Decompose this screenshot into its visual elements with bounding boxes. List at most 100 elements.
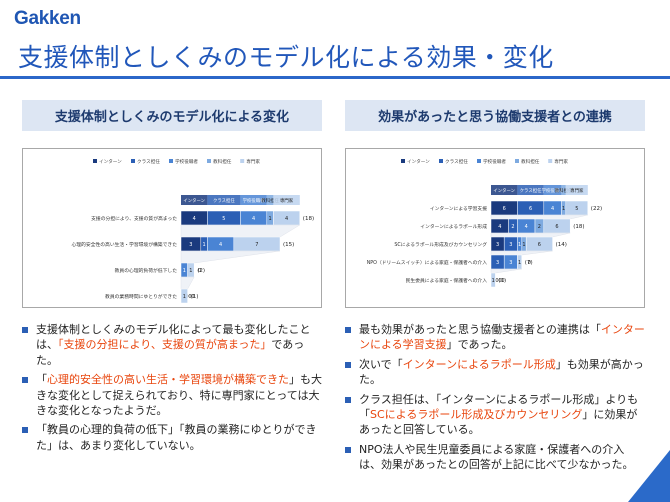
right-category-label-0: インターンによる学習支援: [430, 205, 487, 212]
left-header-cell-2: [240, 195, 267, 205]
left-bullet-2: 「教員の心理的負荷の低下」「教員の業務にゆとりができた」は、あまり変化していない…: [22, 422, 322, 453]
left-value-label-2-2: 1: [183, 268, 186, 274]
right-total-label-1: (18): [573, 224, 584, 230]
left-connector-1: [180, 250, 281, 264]
right-legend-label-3: 教科担任: [521, 158, 540, 165]
right-section-title: 効果があったと思う協働支援者との連携: [378, 110, 612, 125]
left-bullet-1-text-0: 「: [36, 373, 47, 387]
right-bullet-1-text-0: 次いで「: [359, 357, 403, 371]
left-value-label-0-3: 1: [269, 216, 272, 222]
right-value-label-2-3: 1: [522, 242, 525, 248]
right-value-label-3-1: 3: [496, 260, 499, 266]
left-total-label-0: (18): [303, 216, 314, 222]
left-bullet-marker-0: [22, 327, 28, 333]
left-value-label-0-1: 5: [222, 216, 225, 222]
right-legend-label-0: インターン: [407, 158, 430, 165]
right-value-label-0-2: 4: [551, 206, 554, 212]
right-bullet-2-text-2: 」に効果があったと回答している。: [359, 408, 638, 437]
right-value-label-3-2: 3: [509, 260, 512, 266]
right-bullet-3-text-0: NPO法人や民生児童委員による家庭・保護者への介入は、効果があったとの回答が上記…: [359, 442, 634, 472]
left-value-label-2-3: 0: [198, 268, 201, 274]
right-value-label-2-1: 3: [509, 242, 512, 248]
right-value-label-2-0: 3: [496, 242, 499, 248]
right-value-label-1-3: 2: [538, 224, 541, 230]
left-category-label-1: 心理的安全性の高い生活・学習環境が構築できた: [71, 241, 177, 248]
corner-decoration: [628, 450, 670, 502]
right-bullet-1-text-2: 」も効果が高かった。: [359, 357, 644, 387]
right-value-label-4-2: 0: [498, 278, 501, 284]
left-legend-label-2: 学校役職者: [175, 158, 198, 165]
right-value-label-0-4: 5: [575, 206, 578, 212]
right-bullet-marker-3: [345, 446, 351, 453]
left-total-label-3: (1): [191, 294, 199, 300]
right-connector-2: [490, 250, 553, 256]
left-legend-label-3: 教科担任: [213, 158, 232, 165]
right-header-cell-2: [543, 185, 562, 195]
right-value-label-0-1: 6: [529, 206, 532, 212]
left-category-label-2: 教員の心理的負荷が低下した: [115, 267, 178, 274]
left-bullet-list: 支援体制としくみのモデル化によって最も変化したことは、「支援の分担により、支援の…: [22, 322, 322, 457]
left-legend-label-1: クラス担任: [137, 158, 160, 165]
right-value-label-0-3: 1: [562, 206, 565, 212]
right-total-label-3: (7): [525, 260, 533, 266]
left-bullet-1-text-1: 心理的安全性の高い生活・学習環境が構築できた: [47, 373, 289, 387]
right-header-cell-0: [491, 185, 518, 195]
right-total-label-4: (1): [498, 278, 506, 284]
right-legend-label-2: 学校役職者: [483, 158, 506, 165]
right-header-label-4: 専門家: [570, 187, 584, 194]
left-value-label-0-2: 4: [252, 216, 255, 222]
left-category-label-3: 教員の業務時間にゆとりができた: [105, 293, 177, 300]
right-value-label-3-4: 1: [518, 260, 521, 266]
right-header-cell-4: [565, 185, 588, 195]
left-header-cell-0: [181, 195, 208, 205]
right-bullet-3: NPO法人や民生児童委員による家庭・保護者への介入は、効果があったとの回答が上記…: [345, 442, 645, 473]
right-value-label-1-0: 4: [498, 224, 501, 230]
left-section-header: 支援体制としくみのモデル化による変化: [22, 100, 322, 131]
right-bullet-2-text-1: SCによるラポール形成及びカウンセリング: [370, 408, 583, 422]
right-header-label-3: 教科担任: [555, 187, 573, 194]
right-connector-3: [490, 268, 522, 274]
right-value-label-0-0: 6: [503, 206, 506, 212]
right-category-label-2: SCによるラポール形成及びカウンセリング: [394, 241, 487, 248]
right-legend-swatch-4: [548, 159, 553, 163]
left-value-label-3-3: 0: [191, 294, 194, 300]
left-bar-3-4: [180, 288, 188, 304]
left-bullet-0-text-0: 支援体制としくみのモデル化によって最も変化したことは、: [36, 323, 311, 352]
left-value-label-3-4: 1: [183, 294, 186, 300]
gakken-logo: Gakken: [14, 8, 81, 29]
title-underline: [0, 76, 670, 79]
left-bullet-0-text-2: であった。: [36, 338, 305, 367]
left-legend-label-4: 専門家: [246, 158, 260, 165]
left-value-label-0-4: 4: [285, 216, 288, 222]
left-bullet-0-text-1: 「支援の分担により、支援の質が高まった」: [58, 338, 272, 352]
right-header-label-0: インターン: [493, 187, 515, 194]
left-value-label-1-4: 7: [255, 242, 258, 248]
right-category-label-3: NPO（ドリームスイッチ）による家庭・保護者への介入: [367, 259, 488, 266]
left-section-title: 支援体制としくみのモデル化による変化: [54, 110, 290, 125]
right-legend-swatch-2: [477, 159, 481, 163]
right-value-label-4-4: 1: [492, 278, 495, 284]
left-total-label-2: (2): [197, 268, 205, 274]
right-connector-1: [490, 232, 571, 238]
left-value-label-0-0: 4: [193, 216, 196, 222]
left-connector-2: [180, 276, 195, 290]
left-value-label-1-1: 1: [203, 242, 206, 248]
left-header-label-3: 教科担任: [261, 197, 279, 204]
right-legend-label-1: クラス担任: [445, 158, 468, 165]
right-bullet-0-text-2: 」であった。: [446, 338, 513, 352]
right-total-label-0: (22): [591, 206, 602, 212]
right-value-label-2-2: 1: [518, 242, 521, 248]
right-bullet-marker-0: [345, 327, 351, 333]
left-legend-label-0: インターン: [99, 158, 122, 165]
slide-title: 支援体制としくみのモデル化による効果・変化: [18, 43, 554, 72]
right-header-label-1: クラス担任: [520, 187, 542, 194]
left-category-label-0: 支援の分担により、支援の質が高まった: [91, 215, 177, 222]
left-legend-swatch-1: [131, 159, 135, 163]
right-category-label-1: インターンによるラポール形成: [420, 223, 487, 230]
right-bullet-2-text-0: クラス担任は、「インターンによるラポール形成」よりも「: [359, 392, 639, 422]
left-bullet-marker-2: [22, 427, 28, 434]
left-header-label-4: 専門家: [280, 197, 294, 204]
right-bullet-1-text-1: インターンによるラポール形成: [402, 357, 556, 371]
right-bullet-2: クラス担任は、「インターンによるラポール形成」よりも「SCによるラポール形成及び…: [345, 392, 645, 438]
left-header-cell-3: [266, 195, 274, 205]
